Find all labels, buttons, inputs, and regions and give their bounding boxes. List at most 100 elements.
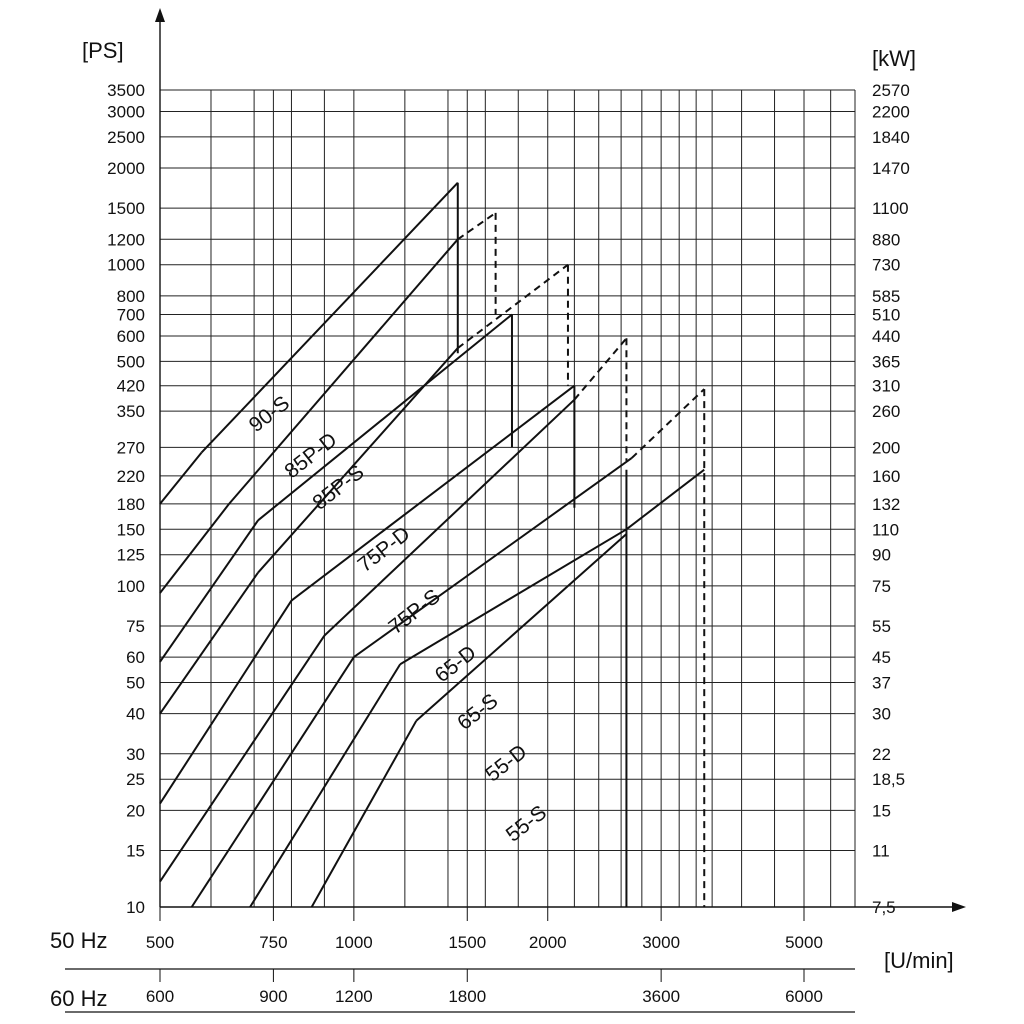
y-tick-label-ps: 1000 — [107, 256, 145, 275]
y-tick-label-kw: 7,5 — [872, 898, 896, 917]
y-tick-label-kw: 132 — [872, 495, 900, 514]
y-tick-label-kw: 510 — [872, 305, 900, 324]
y-tick-label-kw: 18,5 — [872, 770, 905, 789]
y-tick-label-ps: 3500 — [107, 81, 145, 100]
series-line-65-d — [159, 635, 326, 883]
y-tick-label-ps: 100 — [117, 577, 145, 596]
series-line-85p-d — [457, 212, 497, 241]
y-tick-label-kw: 30 — [872, 705, 891, 724]
y-tick-label-ps: 350 — [117, 402, 145, 421]
y-tick-label-kw: 45 — [872, 648, 891, 667]
y-tick-label-ps: 270 — [117, 438, 145, 457]
y-tick-label-ps: 25 — [126, 770, 145, 789]
y-tick-label-kw: 200 — [872, 438, 900, 457]
x-tick-label-50hz: 1500 — [448, 933, 486, 952]
series-line-75p-s — [159, 600, 293, 805]
y-tick-label-kw: 15 — [872, 801, 891, 820]
y-tick-label-ps: 500 — [117, 352, 145, 371]
y-tick-label-kw: 110 — [872, 520, 899, 539]
series-line-75p-d — [257, 347, 459, 574]
y-tick-label-ps: 30 — [126, 745, 145, 764]
series-label: 65-S — [453, 689, 502, 734]
y-tick-label-ps: 2000 — [107, 159, 145, 178]
y-tick-label-kw: 1470 — [872, 159, 910, 178]
y-tick-label-kw: 37 — [872, 674, 891, 693]
y-tick-label-ps: 180 — [117, 495, 145, 514]
y-tick-label-kw: 260 — [872, 402, 900, 421]
y-tick-label-kw: 310 — [872, 377, 900, 396]
series-line-65-s — [630, 388, 705, 459]
series-line-85p-s — [257, 313, 513, 522]
series-line-65-s — [353, 457, 633, 658]
y-tick-label-kw: 2570 — [872, 81, 910, 100]
y-tick-label-kw: 440 — [872, 327, 900, 346]
y-tick-label-ps: 20 — [126, 801, 145, 820]
y-tick-label-ps: 10 — [126, 898, 145, 917]
tick-labels: 3500 2570 3000 2200 2500 1840 2000 1470 1500 1100… — [107, 81, 910, 1006]
x-tick-label-60hz: 6000 — [785, 987, 823, 1006]
x-axis-50hz-label: 50 Hz — [50, 928, 107, 953]
y-tick-label-kw: 55 — [872, 617, 891, 636]
y-tick-label-ps: 40 — [126, 705, 145, 724]
x-tick-label-60hz: 600 — [146, 987, 174, 1006]
y-tick-label-kw: 730 — [872, 256, 900, 275]
y-tick-label-ps: 2500 — [107, 128, 145, 147]
series-line-55-s — [415, 533, 628, 722]
series-line-65-s — [190, 656, 355, 908]
series-line-55-s — [310, 720, 418, 908]
x-axis-60hz-label: 60 Hz — [50, 986, 107, 1011]
y-right-unit: [kW] — [872, 46, 916, 71]
series-line-85p-d — [159, 503, 230, 594]
series-line-65-d — [573, 337, 628, 401]
y-tick-label-ps: 60 — [126, 648, 145, 667]
y-tick-label-ps: 3000 — [107, 102, 145, 121]
y-tick-label-kw: 365 — [872, 352, 900, 371]
series-line-65-d — [323, 398, 576, 637]
y-tick-label-ps: 600 — [117, 327, 145, 346]
x-tick-label-50hz: 1000 — [335, 933, 373, 952]
series-label: 75P-S — [384, 585, 444, 639]
y-tick-label-kw: 90 — [872, 546, 891, 565]
y-axis-arrow — [155, 8, 165, 22]
x-tick-label-50hz: 750 — [259, 933, 287, 952]
x-tick-label-60hz: 3600 — [642, 987, 680, 1006]
x-tick-label-50hz: 5000 — [785, 933, 823, 952]
y-tick-label-ps: 220 — [117, 467, 145, 486]
series-lines — [159, 182, 706, 908]
series-label: 85P-S — [308, 461, 368, 515]
y-tick-label-kw: 11 — [872, 841, 890, 860]
series-line-75p-d — [159, 571, 259, 715]
series-label: 55-S — [502, 801, 551, 846]
series-line-90-s — [159, 451, 203, 505]
y-tick-label-ps: 75 — [126, 617, 145, 636]
y-tick-label-ps: 700 — [117, 305, 145, 324]
y-tick-label-ps: 150 — [117, 520, 145, 539]
y-tick-label-kw: 2200 — [872, 102, 910, 121]
series-label: 65-D — [431, 641, 481, 687]
series-line-90-s — [200, 182, 459, 454]
y-tick-label-kw: 880 — [872, 230, 900, 249]
y-tick-label-ps: 50 — [126, 674, 145, 693]
y-tick-label-kw: 160 — [872, 467, 900, 486]
series-line-55-d — [399, 528, 627, 666]
x-axis-arrow — [952, 902, 966, 912]
x-unit: [U/min] — [884, 948, 954, 973]
axes — [65, 8, 966, 1013]
y-tick-label-ps: 420 — [117, 377, 145, 396]
y-tick-label-kw: 1840 — [872, 128, 910, 147]
x-tick-label-60hz: 1200 — [335, 987, 373, 1006]
grid — [159, 89, 856, 908]
y-tick-label-kw: 1100 — [872, 199, 909, 218]
y-tick-label-kw: 75 — [872, 577, 891, 596]
y-tick-label-ps: 125 — [117, 546, 145, 565]
x-tick-label-60hz: 900 — [259, 987, 287, 1006]
x-tick-label-50hz: 500 — [146, 933, 174, 952]
x-tick-label-50hz: 2000 — [529, 933, 567, 952]
y-left-unit: [PS] — [82, 38, 124, 63]
y-tick-label-ps: 1200 — [107, 230, 145, 249]
series-line-75p-s — [290, 384, 575, 602]
y-tick-label-ps: 1500 — [107, 199, 145, 218]
x-tick-label-60hz: 1800 — [448, 987, 486, 1006]
